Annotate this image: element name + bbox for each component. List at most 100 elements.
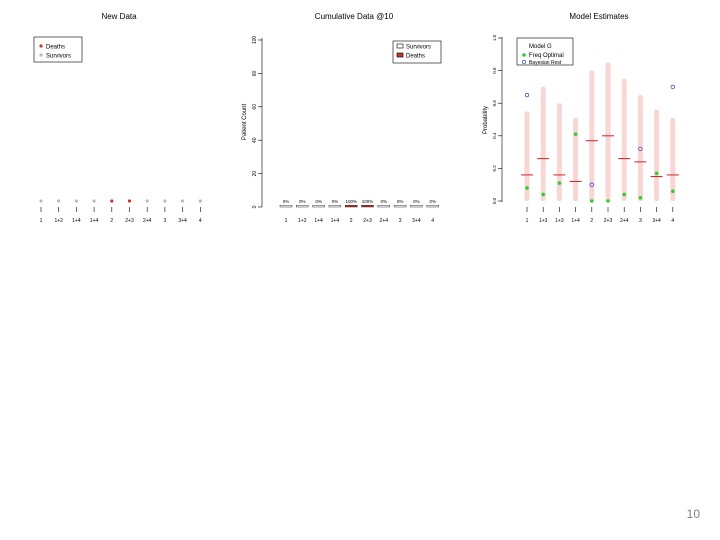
interval-bar-8 — [637, 95, 643, 201]
y-axis-ticks-cumulative: 0 20 40 60 80 100 — [252, 36, 262, 208]
freq-optimal-point-2 — [541, 192, 545, 197]
x-tick-label-5: 2 — [110, 218, 113, 224]
x-tick-label-4: 1+4 — [90, 218, 99, 224]
chart-title-cumulative: Cumulative Data @10 — [315, 12, 394, 21]
bar-label-9: 0% — [413, 199, 420, 204]
x-tick-label-5: 2 — [590, 218, 593, 224]
bar-label-5: 100% — [345, 199, 357, 204]
y-tick-label-80: 80 — [252, 70, 258, 76]
model-x-axis: 1 1+3 1+3 1+4 2 2+3 2+4 3 3+4 4 — [526, 207, 674, 224]
x-tick-label-10: 4 — [199, 218, 202, 224]
interval-bar-5 — [589, 70, 595, 201]
x-tick-label-8: 3 — [164, 218, 167, 224]
bar-survivors-7 — [377, 205, 390, 208]
x-tick-label-5: 2 — [350, 218, 353, 224]
legend-freq-label: Freq Optimal — [529, 53, 564, 59]
x-tick-label-4: 1+4 — [331, 218, 340, 224]
freq-optimal-point-1 — [525, 186, 529, 190]
freq-optimal-point-7 — [622, 192, 626, 197]
data-point-5 — [110, 199, 114, 203]
x-tick-label-1: 1 — [40, 218, 43, 224]
x-tick-label-10: 4 — [671, 218, 674, 224]
panel-new-data: New Data Deaths Survivors 1 1+2 1+4 1+4 2 2+3… — [33, 12, 202, 224]
data-point-6 — [127, 199, 132, 203]
legend-bayes-marker — [521, 59, 527, 65]
y-tick-label-20: 20 — [252, 171, 258, 177]
freq-optimal-point-10 — [671, 189, 675, 194]
panel-model-estimates: Model Estimates Probability 0.0 0.2 0.4 0.6… — [483, 12, 679, 224]
legend-box — [392, 40, 442, 64]
interval-bar-10 — [670, 117, 676, 201]
bar-label-6: 100% — [362, 199, 374, 204]
legend-box — [516, 37, 574, 66]
bar-survivors-3 — [312, 205, 325, 208]
y-tick-label-0.2: 0.2 — [492, 165, 497, 172]
bar-deaths-6 — [361, 205, 374, 208]
x-tick-label-3: 1+3 — [555, 218, 564, 224]
interval-bar-1 — [524, 111, 530, 201]
x-tick-label-7: 2+4 — [620, 218, 629, 224]
data-point-7 — [145, 199, 149, 203]
x-tick-label-1: 1 — [526, 218, 529, 224]
freq-optimal-point-3 — [557, 181, 562, 185]
interval-bar-3 — [556, 103, 562, 201]
bayes-point-5 — [589, 182, 594, 187]
y-tick-label-0.0: 0.0 — [492, 197, 497, 204]
x-tick-label-1: 1 — [285, 218, 288, 224]
new-data-x-axis: 1 1+2 1+4 1+4 2 2+3 2+4 3 3+4 4 — [40, 207, 202, 224]
bar-label-7: 0% — [381, 199, 388, 204]
x-tick-label-9: 3+4 — [412, 218, 421, 224]
freq-optimal-point-8 — [638, 195, 643, 200]
data-point-10 — [198, 199, 202, 203]
legend-deaths-label: Deaths — [406, 54, 425, 60]
data-point-3 — [74, 199, 78, 203]
legend-bayes-label: Bayesian Rest — [529, 60, 562, 66]
legend-deaths-label: Deaths — [46, 45, 65, 51]
model-estimates-marks — [521, 62, 679, 203]
chart-title-new-data: New Data — [101, 12, 137, 21]
interval-bar-4 — [573, 117, 579, 201]
new-data-points — [39, 199, 202, 203]
x-tick-label-7: 2+4 — [143, 218, 152, 224]
freq-optimal-point-5 — [590, 199, 594, 203]
bar-label-2: 0% — [299, 199, 306, 204]
data-point-8 — [163, 199, 167, 203]
freq-optimal-point-9 — [654, 171, 659, 176]
x-tick-label-9: 3+4 — [652, 218, 661, 224]
data-point-2 — [57, 199, 61, 203]
bar-label-10: 0% — [429, 199, 436, 204]
y-axis-ticks-model: 0.0 0.2 0.4 0.6 0.8 1.0 — [492, 34, 502, 204]
x-tick-label-6: 2+3 — [363, 218, 372, 224]
interval-bar-6 — [605, 62, 611, 202]
freq-optimal-point-4 — [573, 132, 578, 136]
x-tick-label-8: 3 — [639, 218, 642, 224]
bar-deaths-5 — [345, 205, 358, 208]
x-tick-label-2: 1+3 — [539, 218, 548, 224]
bar-survivors-2 — [296, 205, 309, 208]
data-point-4 — [92, 199, 96, 203]
x-tick-label-10: 4 — [431, 218, 434, 224]
legend-deaths-swatch — [396, 52, 404, 58]
bar-label-4: 0% — [332, 199, 339, 204]
bar-survivors-4 — [328, 205, 342, 208]
panel-cumulative-data: Cumulative Data @10 Patient Count 0 20 40 6… — [242, 12, 442, 224]
chart-title-model-estimates: Model Estimates — [569, 12, 628, 21]
x-tick-label-3: 1+4 — [314, 218, 323, 224]
data-point-1 — [39, 199, 43, 203]
bar-survivors-8 — [393, 205, 407, 208]
y-tick-label-0: 0 — [252, 205, 258, 208]
y-axis-label-model: Probability — [483, 106, 489, 134]
y-tick-label-40: 40 — [252, 137, 258, 143]
x-tick-label-2: 1+2 — [298, 218, 307, 224]
y-tick-label-60: 60 — [252, 104, 258, 110]
y-tick-label-1.0: 1.0 — [492, 34, 497, 41]
bar-label-8: 0% — [397, 199, 404, 204]
interval-bar-9 — [654, 109, 660, 201]
legend-survivors-label: Survivors — [406, 45, 431, 51]
x-tick-label-6: 2+3 — [604, 218, 613, 224]
legend-model-label: Model G — [529, 44, 552, 50]
legend-deaths-marker — [39, 44, 43, 48]
x-tick-label-2: 1+2 — [54, 218, 63, 224]
y-axis-label-cumulative: Patient Count — [242, 103, 248, 140]
